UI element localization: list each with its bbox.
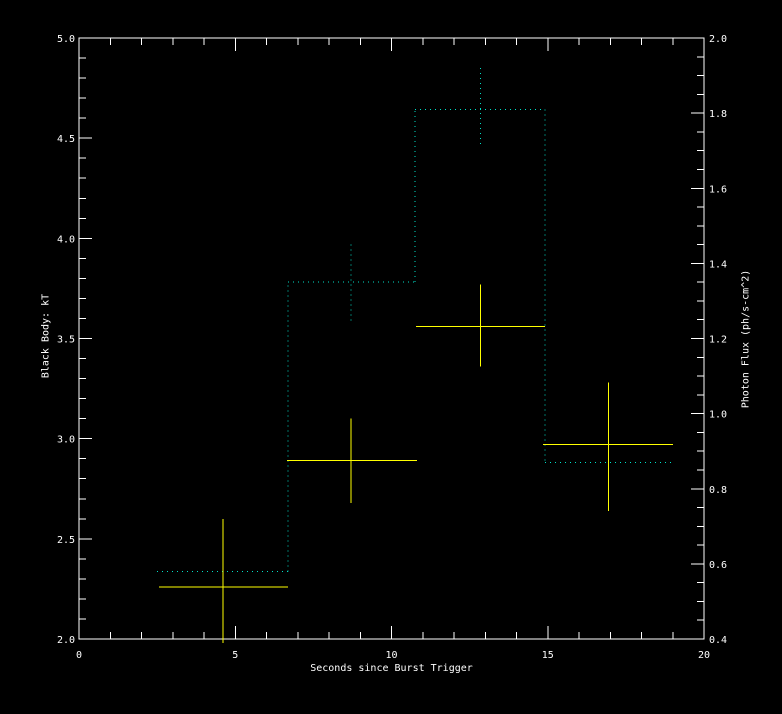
tick-labels: 0 5 10 15 20 2.0 2.5 3.0 3.5 4.0 4.5 5.0 0.4 0.6 0.8 1.… xyxy=(57,34,727,661)
svg-text:1.8: 1.8 xyxy=(709,109,727,120)
svg-text:0.8: 0.8 xyxy=(709,485,727,496)
svg-text:1.0: 1.0 xyxy=(709,410,727,421)
svg-text:0: 0 xyxy=(76,650,82,661)
svg-text:0.4: 0.4 xyxy=(709,635,727,646)
svg-text:5: 5 xyxy=(232,650,238,661)
svg-text:20: 20 xyxy=(698,650,710,661)
y-right-axis-title: Photon Flux (ph/s-cm^2) xyxy=(740,269,752,409)
axes-frame xyxy=(78,37,705,640)
svg-text:2.5: 2.5 xyxy=(57,535,75,546)
svg-text:0.6: 0.6 xyxy=(709,560,727,571)
svg-text:4.5: 4.5 xyxy=(57,134,75,145)
axis-ticks xyxy=(78,37,705,640)
svg-text:2.0: 2.0 xyxy=(57,635,75,646)
photon-flux-histogram xyxy=(157,68,672,572)
black-body-kt-crosses xyxy=(159,284,674,644)
svg-text:15: 15 xyxy=(542,650,554,661)
svg-text:3.0: 3.0 xyxy=(57,435,75,446)
svg-text:4.0: 4.0 xyxy=(57,234,75,245)
y-left-axis-title: Black Body: kT xyxy=(40,293,52,379)
svg-text:2.0: 2.0 xyxy=(709,34,727,45)
x-axis-title: Seconds since Burst Trigger xyxy=(310,663,473,674)
svg-text:5.0: 5.0 xyxy=(57,34,75,45)
svg-text:1.4: 1.4 xyxy=(709,259,727,270)
svg-text:3.5: 3.5 xyxy=(57,335,75,346)
svg-text:1.2: 1.2 xyxy=(709,335,727,346)
svg-text:10: 10 xyxy=(385,650,397,661)
svg-text:1.6: 1.6 xyxy=(709,184,727,195)
